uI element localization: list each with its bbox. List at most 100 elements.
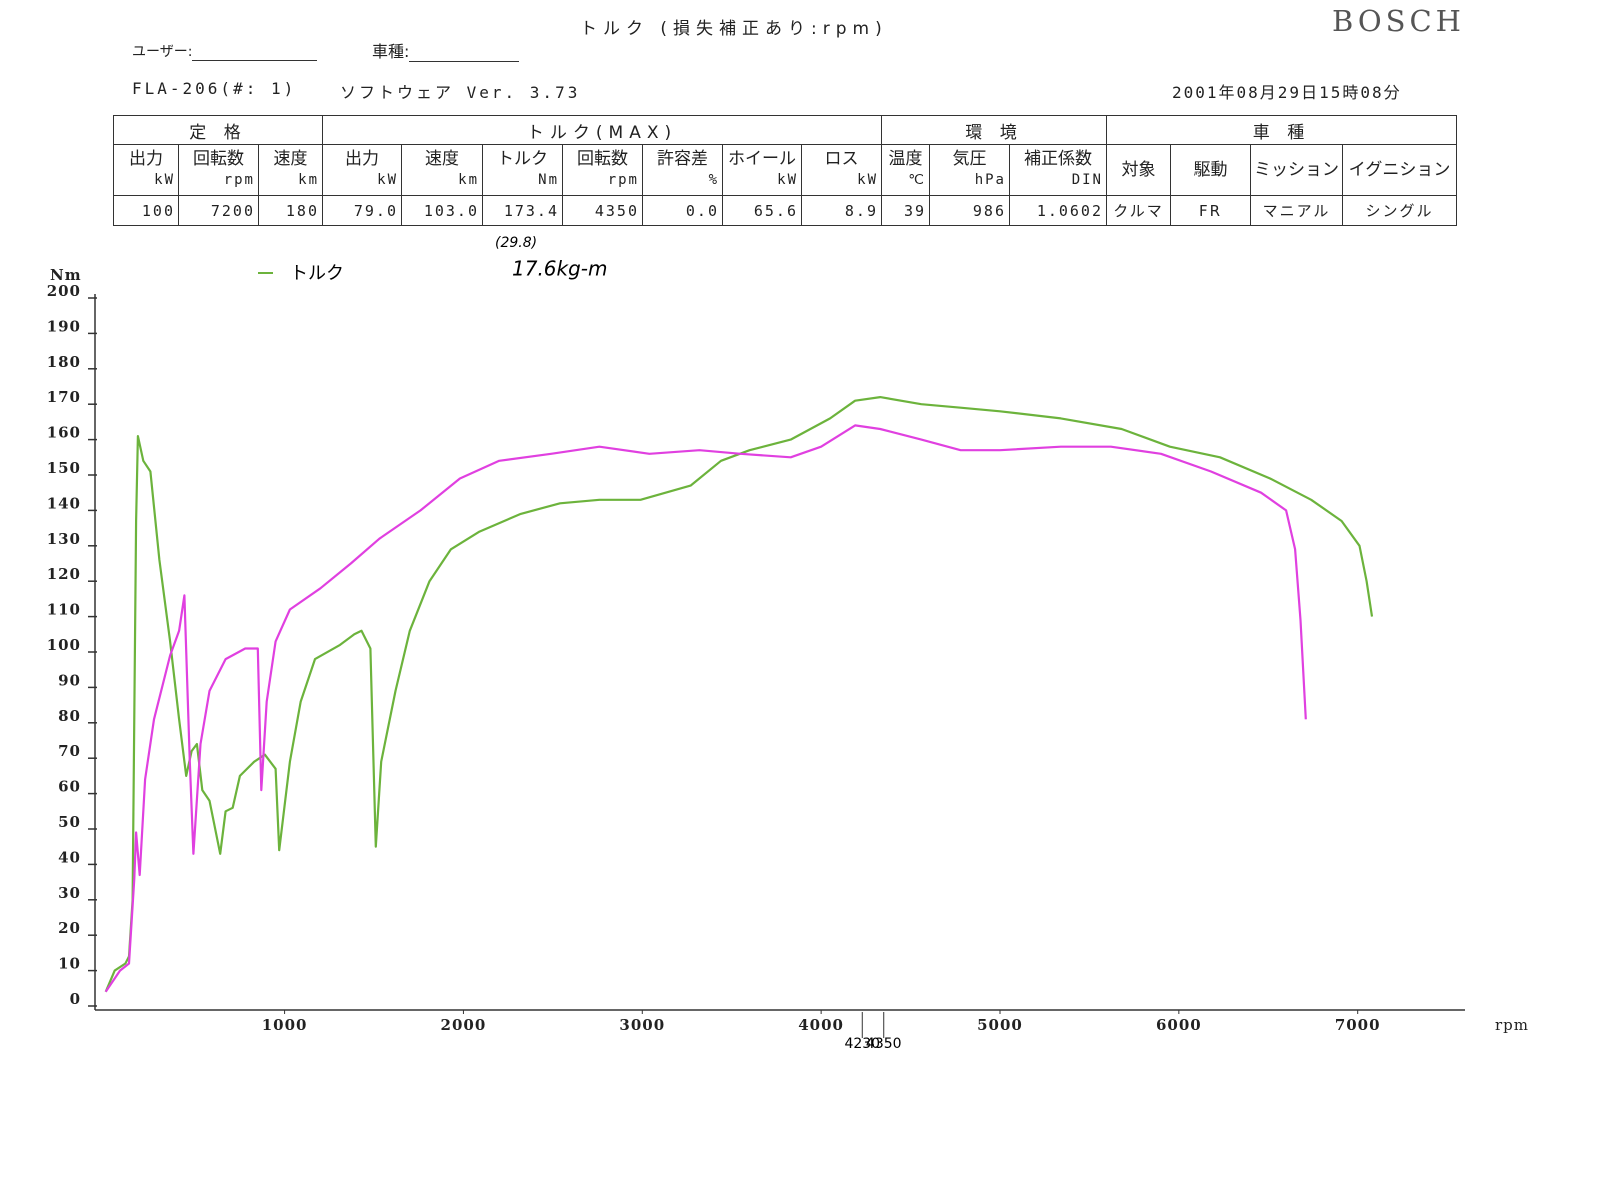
value-row: 100 7200 180 79.0 103.0 173.4 4350 0.0 65.6 8.9 39…: [113, 195, 1457, 226]
cell-value: シングル: [1342, 195, 1457, 226]
column-name: 出力: [345, 149, 379, 169]
user-label: ユーザー:: [132, 44, 193, 60]
column-name: ロス: [824, 149, 859, 169]
cell-value: 8.9: [801, 195, 882, 226]
y-tick-label: 80: [58, 707, 81, 725]
x-tick-label: 2000: [441, 1016, 487, 1034]
cell-value: 100: [113, 195, 179, 226]
column-unit: rpm: [607, 172, 639, 188]
column-unit: kW: [857, 172, 878, 188]
model-field: 車種:: [372, 38, 520, 62]
column-name: トルク: [497, 149, 548, 169]
column-name: 許容差: [657, 149, 708, 169]
cell-value: 4350: [562, 195, 643, 226]
column-header: 駆動: [1170, 144, 1251, 196]
y-tick-label: 120: [47, 565, 81, 583]
x-tick-label: 4000: [798, 1016, 844, 1034]
device: FLA-206(#: 1): [132, 79, 297, 98]
column-header: 速度 km: [401, 144, 483, 196]
column-unit: rpm: [223, 172, 255, 188]
column-unit: kW: [154, 172, 175, 188]
user-line: [192, 40, 318, 61]
y-tick-label: 50: [58, 813, 81, 831]
x-axis-label: rpm: [1495, 1016, 1529, 1034]
handwritten-note: 17.6kg-m: [512, 257, 608, 281]
cell-value: クルマ: [1106, 195, 1171, 226]
header-row: 出力 kW 回転数 rpm 速度 km 出力 kW 速度 km トルク Nm 回転数 rpm 許容差% ホイー…: [113, 144, 1457, 196]
column-unit: DIN: [1071, 172, 1103, 188]
software: ソフトウェア Ver. 3.73: [340, 83, 581, 102]
column-header: イグニション: [1342, 144, 1457, 196]
column-unit: km: [458, 172, 479, 188]
column-name: ミッション: [1254, 159, 1339, 180]
page-title: トルク (損失補正あり:rpm): [580, 19, 888, 39]
legend-label: トルク: [290, 263, 344, 284]
column-name: 速度: [273, 149, 308, 169]
y-tick-label: 150: [47, 459, 81, 477]
y-tick-label: 60: [58, 778, 81, 796]
cell-value: 173.4: [482, 195, 563, 226]
column-name: 回転数: [577, 149, 628, 169]
y-tick-label: 130: [47, 530, 81, 548]
y-tick-label: 40: [58, 848, 81, 866]
x-tick-label: 5000: [977, 1016, 1023, 1034]
cell-value: 65.6: [722, 195, 802, 226]
column-name: 補正係数: [1024, 149, 1092, 169]
column-name: 温度: [888, 149, 923, 169]
column-unit: %: [708, 172, 719, 188]
group-row: 定 格トルク(MAX) 環 境車 種: [113, 115, 1457, 145]
y-tick-label: 10: [58, 955, 81, 973]
column-name: 出力: [129, 149, 163, 169]
column-header: 速度 km: [258, 144, 323, 196]
y-tick-label: 20: [58, 919, 81, 937]
column-unit: kW: [377, 172, 398, 188]
group-header: トルク(MAX): [322, 115, 882, 145]
y-tick-label: 100: [47, 636, 81, 654]
column-header: ロス kW: [801, 144, 882, 196]
column-name: イグニション: [1348, 159, 1451, 180]
cell-value: 103.0: [401, 195, 483, 226]
brand: BOSCH: [1332, 4, 1465, 38]
user-field: ユーザー:: [132, 40, 318, 61]
y-tick-label: 170: [47, 388, 81, 406]
cell-value: 7200: [178, 195, 259, 226]
handwritten-note: (29.8): [495, 235, 537, 251]
group-header: 定 格: [113, 115, 323, 145]
column-header: 気圧 hPa: [929, 144, 1010, 196]
x-marker-label: 4350: [866, 1036, 902, 1052]
cell-value: 180: [258, 195, 323, 226]
column-unit: kW: [777, 172, 798, 188]
column-unit: Nm: [538, 172, 559, 188]
y-tick-label: 110: [47, 601, 81, 619]
x-tick-label: 3000: [619, 1016, 665, 1034]
column-name: 気圧: [952, 149, 987, 169]
column-header: 対象: [1106, 144, 1171, 196]
column-header: ホイール kW: [722, 144, 802, 196]
y-tick-label: 200: [47, 282, 81, 300]
model-label: 車種:: [372, 42, 410, 61]
column-name: ホイール: [728, 149, 796, 169]
torque-line: [104, 396, 1374, 993]
x-marker-label: 4230: [844, 1036, 880, 1052]
datetime: 2001年08月29日15時08分: [1172, 83, 1402, 102]
cell-value: マニアル: [1250, 195, 1343, 226]
y-axis-label: Nm: [50, 266, 82, 284]
y-tick-label: 90: [58, 671, 81, 689]
y-tick-label: 70: [58, 742, 81, 760]
x-tick-label: 6000: [1156, 1016, 1202, 1034]
column-name: 速度: [425, 149, 459, 169]
cell-value: 79.0: [322, 195, 402, 226]
column-unit: ℃: [908, 172, 926, 188]
cell-value: 0.0: [642, 195, 723, 226]
y-tick-label: 30: [58, 884, 81, 902]
y-tick-label: 140: [47, 494, 81, 512]
cell-value: 986: [929, 195, 1010, 226]
column-header: 回転数 rpm: [178, 144, 259, 196]
torque-line: [104, 424, 1307, 993]
x-tick-label: 7000: [1335, 1016, 1381, 1034]
y-tick-label: 180: [47, 353, 81, 371]
cell-value: FR: [1170, 195, 1251, 226]
